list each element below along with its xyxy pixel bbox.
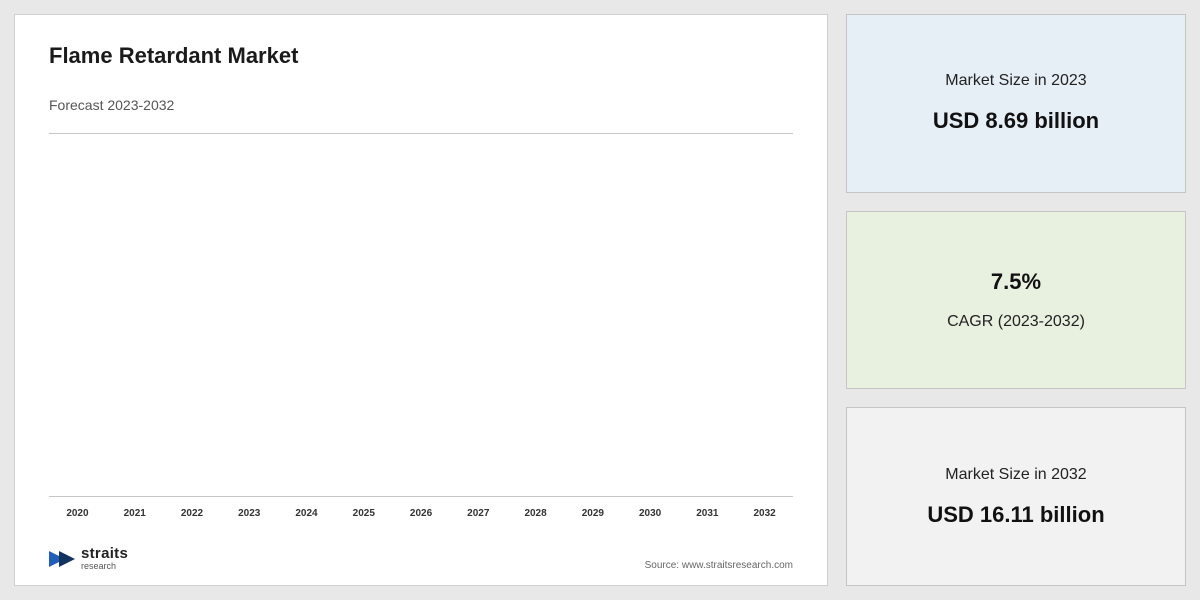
- x-tick-label: 2026: [401, 508, 442, 519]
- plot-wrap: 2020 2021 2022 2023 2024 2025 2026 2027 2028 2029…: [49, 133, 793, 567]
- stat-card-label: CAGR (2023-2032): [947, 313, 1085, 331]
- stat-card: Market Size in 2023 USD 8.69 billion: [846, 14, 1186, 193]
- stat-card-label: Market Size in 2032: [945, 466, 1086, 484]
- logo-sub: research: [81, 562, 128, 571]
- x-tick-label: 2024: [286, 508, 327, 519]
- logo-text: straits research: [81, 546, 128, 571]
- x-axis-labels: 2020 2021 2022 2023 2024 2025 2026 2027 2028 2029…: [49, 508, 793, 519]
- x-tick-label: 2027: [458, 508, 499, 519]
- chart-panel: Flame Retardant Market Forecast 2023-203…: [14, 14, 828, 586]
- x-tick-label: 2032: [744, 508, 785, 519]
- x-tick-label: 2022: [172, 508, 213, 519]
- x-tick-label: 2031: [687, 508, 728, 519]
- logo-mark-icon: [49, 548, 75, 570]
- x-tick-label: 2025: [344, 508, 385, 519]
- side-panels: Market Size in 2023 USD 8.69 billion 7.5% C…: [846, 14, 1186, 586]
- chart-footer: straits research Source: www.straitsrese…: [49, 546, 793, 571]
- x-tick-label: 2020: [57, 508, 98, 519]
- stat-card: 7.5% CAGR (2023-2032): [846, 211, 1186, 390]
- logo-brand: straits: [81, 546, 128, 561]
- stat-card-label: Market Size in 2023: [945, 72, 1086, 90]
- stat-card-value: 7.5%: [991, 269, 1041, 295]
- x-tick-label: 2023: [229, 508, 270, 519]
- chart-title: Flame Retardant Market: [49, 43, 793, 69]
- stat-card-value: USD 8.69 billion: [933, 108, 1099, 134]
- x-tick-label: 2021: [114, 508, 155, 519]
- source-text: Source: www.straitsresearch.com: [645, 560, 793, 571]
- bar-plot: [49, 133, 793, 497]
- x-tick-label: 2028: [515, 508, 556, 519]
- stat-card: Market Size in 2032 USD 16.11 billion: [846, 407, 1186, 586]
- chart-subtitle: Forecast 2023-2032: [49, 97, 793, 113]
- x-tick-label: 2030: [630, 508, 671, 519]
- stat-card-value: USD 16.11 billion: [927, 502, 1104, 528]
- brand-logo: straits research: [49, 546, 128, 571]
- x-tick-label: 2029: [573, 508, 614, 519]
